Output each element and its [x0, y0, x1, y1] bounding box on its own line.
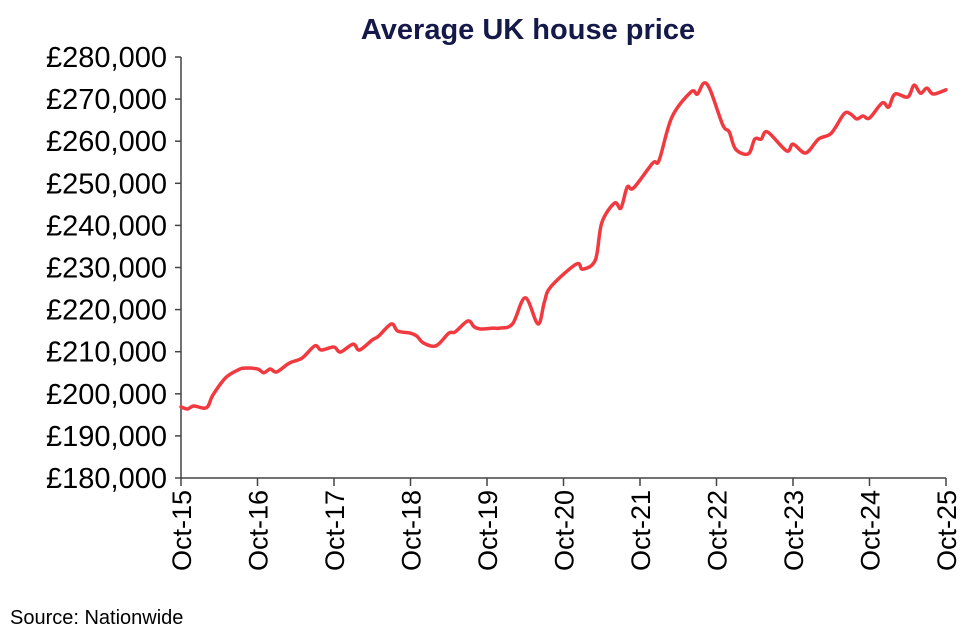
x-axis: Oct-15 Oct-16 Oct-17 Oct-18 Oct-19 Oct-20 Oct-… — [167, 478, 962, 571]
y-tick-label: £220,000 — [46, 295, 167, 327]
y-tick-label: £240,000 — [46, 210, 167, 242]
x-tick-label: Oct-24 — [856, 490, 886, 571]
x-tick-label: Oct-20 — [550, 490, 580, 571]
y-tick-label: £270,000 — [46, 84, 167, 116]
y-tick-label: £250,000 — [46, 168, 167, 200]
y-axis: £180,000 £190,000 £200,000 £210,000 £220,000… — [46, 42, 181, 495]
x-tick-label: Oct-17 — [320, 490, 350, 571]
y-tick-label: £280,000 — [46, 42, 167, 74]
x-tick-label: Oct-16 — [244, 490, 274, 571]
y-tick-label: £260,000 — [46, 126, 167, 158]
x-tick-label: Oct-21 — [626, 490, 656, 571]
source-note: Source: Nationwide — [10, 607, 183, 629]
x-tick-label: Oct-18 — [397, 490, 427, 571]
x-tick-label: Oct-25 — [932, 490, 962, 571]
x-tick-label: Oct-22 — [703, 490, 733, 571]
x-tick-label: Oct-19 — [473, 490, 503, 571]
x-tick-label: Oct-15 — [167, 490, 197, 571]
y-tick-label: £190,000 — [46, 421, 167, 453]
y-tick-label: £230,000 — [46, 253, 167, 285]
x-tick-label: Oct-23 — [779, 490, 809, 571]
series-line-average-price — [179, 81, 948, 411]
y-tick-label: £180,000 — [46, 463, 167, 495]
chart-title: Average UK house price — [361, 14, 695, 46]
y-tick-label: £200,000 — [46, 379, 167, 411]
y-tick-label: £210,000 — [46, 337, 167, 369]
